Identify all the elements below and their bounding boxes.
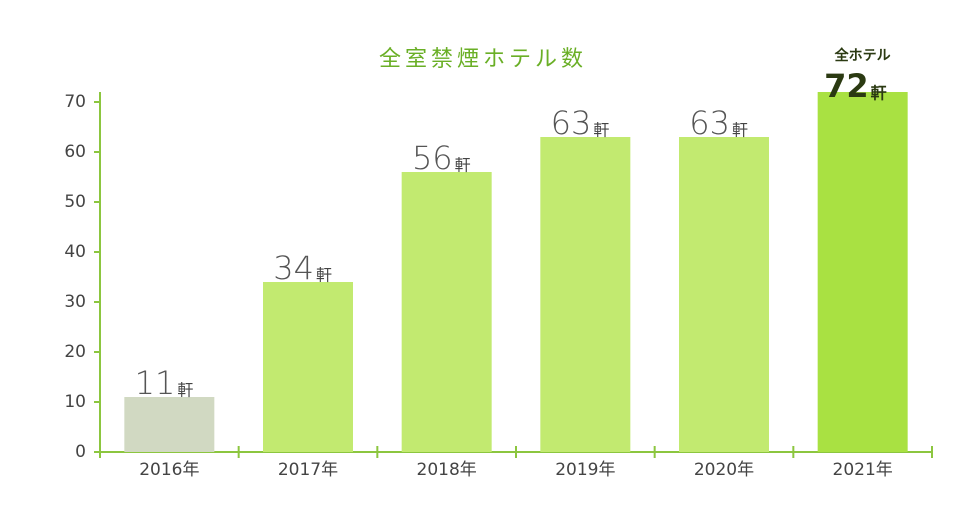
x-tick-label: 2021年 <box>833 460 893 480</box>
value-label: 72 <box>824 67 869 105</box>
y-tick-label: 70 <box>64 92 86 112</box>
y-tick-label: 40 <box>64 242 86 262</box>
y-tick-label: 20 <box>64 342 86 362</box>
value-label: 63 <box>551 104 592 142</box>
x-tick-label: 2016年 <box>139 460 199 480</box>
value-unit: 軒 <box>177 381 193 400</box>
bar <box>540 137 631 452</box>
value-label: 63 <box>689 104 730 142</box>
y-tick-label: 30 <box>64 292 86 312</box>
value-unit: 軒 <box>316 266 332 285</box>
chart-title: 全室禁煙ホテル数 <box>379 47 587 72</box>
value-label: 56 <box>412 139 453 177</box>
x-tick-label: 2017年 <box>278 460 338 480</box>
x-tick-label: 2020年 <box>694 460 754 480</box>
bar <box>817 92 908 452</box>
y-tick-label: 50 <box>64 192 86 212</box>
value-unit: 軒 <box>455 156 471 175</box>
value-unit: 軒 <box>871 84 887 103</box>
y-tick-label: 10 <box>64 392 86 412</box>
x-tick-label: 2018年 <box>417 460 477 480</box>
annotation: 全ホテル <box>834 47 891 64</box>
y-tick-label: 60 <box>64 142 86 162</box>
y-tick-label: 0 <box>75 442 86 462</box>
value-unit: 軒 <box>593 121 609 140</box>
bar <box>124 397 215 452</box>
bar <box>263 282 353 452</box>
value-label: 11 <box>135 364 176 402</box>
value-unit: 軒 <box>732 121 748 140</box>
value-label: 34 <box>273 249 314 287</box>
bar <box>679 137 769 452</box>
x-tick-label: 2019年 <box>555 460 615 480</box>
bar <box>401 172 492 452</box>
